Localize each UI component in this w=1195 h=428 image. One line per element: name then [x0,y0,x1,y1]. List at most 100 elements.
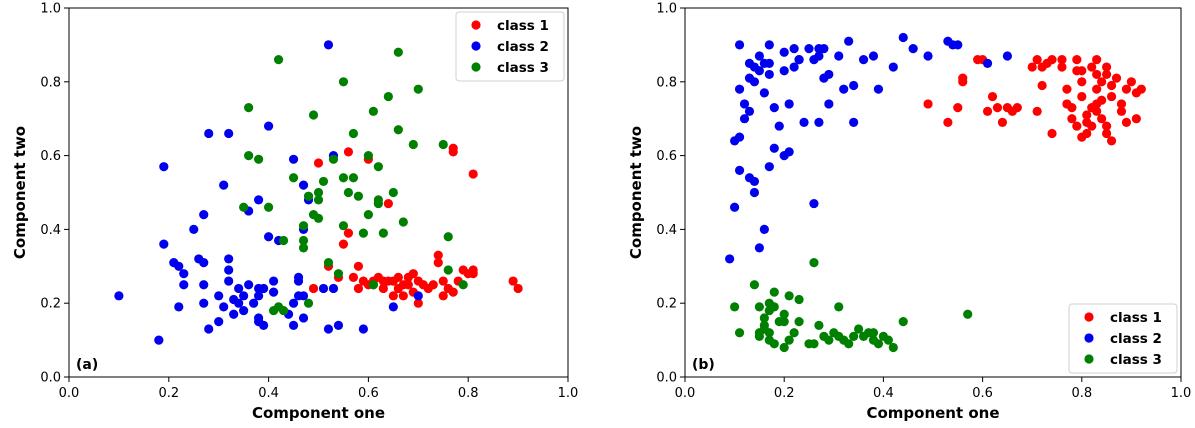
data-point [1116,99,1127,109]
data-point [809,339,819,349]
data-point [1077,91,1087,102]
data-point [749,77,760,87]
data-point [214,317,224,327]
data-point [348,173,359,183]
data-point [268,276,279,286]
data-point [224,254,234,264]
data-point [779,317,789,327]
data-point [923,99,933,109]
data-point [383,198,393,209]
x-tick-label: 0.2 [774,386,795,401]
x-tick-label: 0.4 [873,386,894,401]
data-point [1102,62,1112,72]
data-point [1037,80,1047,91]
data-point [953,103,963,113]
data-point [224,128,234,139]
x-tick-label: 0.2 [158,386,179,401]
data-point [868,51,879,61]
data-point [264,232,274,242]
legend-label: class 2 [1110,331,1162,347]
data-point [898,32,908,43]
data-point [1027,62,1037,72]
legend-label: class 1 [1110,310,1162,326]
data-point [333,269,344,279]
data-point [338,221,349,231]
series-class-1 [308,143,523,308]
data-point [199,210,209,220]
data-point [804,43,814,54]
data-point [189,224,199,234]
data-point [278,305,289,316]
data-point [388,291,398,301]
data-point [844,339,854,349]
data-point [278,235,289,246]
data-point [1002,51,1013,61]
data-point [373,195,383,205]
data-point [1136,84,1146,94]
data-point [229,309,239,319]
data-point [963,309,973,319]
data-point [363,151,373,161]
legend-marker [1084,333,1094,343]
data-point [754,331,765,342]
data-point [159,239,169,249]
data-point [508,276,518,286]
data-point [353,191,364,201]
data-point [779,47,789,57]
data-point [774,121,784,131]
data-point [323,324,334,334]
data-point [854,324,864,334]
data-point [824,99,834,109]
data-point [883,335,893,345]
data-point [1121,117,1132,127]
data-point [1111,73,1122,83]
data-point [328,154,339,164]
data-point [789,62,799,72]
data-point [179,269,189,279]
plot-frame [684,7,1182,378]
data-point [844,36,854,46]
data-point [388,302,398,312]
data-point [234,298,244,308]
data-point [393,272,403,282]
data-point [154,335,164,345]
data-point [308,110,319,120]
data-point [739,99,750,109]
data-point [759,88,769,98]
data-point [1032,106,1042,116]
data-point [448,287,458,297]
data-point [244,280,254,290]
data-point [992,103,1003,113]
data-point [769,339,779,349]
data-point [764,58,774,68]
legend-marker [471,20,481,30]
y-axis-label: Component two [11,126,29,259]
legend: class 1 class 2 class 3 [1068,303,1178,374]
data-point [819,43,829,54]
data-point [428,280,438,290]
x-axis-label: Component one [252,404,385,422]
data-point [254,195,264,205]
legend-label: class 3 [1110,352,1162,368]
data-point [799,117,809,127]
data-point [734,40,745,50]
data-point [754,243,765,253]
data-point [997,117,1008,127]
data-point [1092,84,1102,94]
data-point [438,139,448,150]
data-point [1062,84,1072,94]
data-point [888,62,898,72]
data-point [239,305,249,316]
data-point [784,99,794,109]
data-point [1057,55,1067,65]
series-class-3 [239,47,468,316]
data-point [1092,69,1102,80]
panel-label: (a) [76,357,98,373]
data-point [749,280,760,290]
data-point [824,69,834,80]
x-tick-label: 0.0 [59,386,80,401]
data-point [1092,55,1102,65]
data-point [264,121,274,131]
data-point [288,154,299,164]
